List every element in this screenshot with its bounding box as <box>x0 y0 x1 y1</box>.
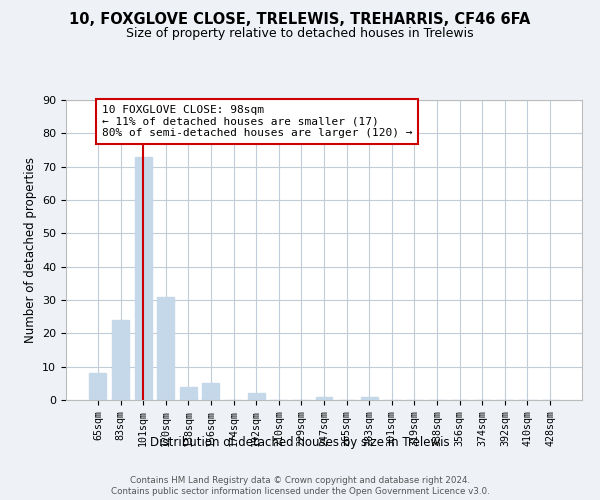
Y-axis label: Number of detached properties: Number of detached properties <box>23 157 37 343</box>
Bar <box>361 396 377 400</box>
Bar <box>248 394 265 400</box>
Bar <box>316 396 332 400</box>
Bar <box>202 384 220 400</box>
Bar <box>157 296 174 400</box>
Text: Contains public sector information licensed under the Open Government Licence v3: Contains public sector information licen… <box>110 487 490 496</box>
Bar <box>89 374 106 400</box>
Bar <box>112 320 129 400</box>
Text: Distribution of detached houses by size in Trelewis: Distribution of detached houses by size … <box>150 436 450 449</box>
Text: Contains HM Land Registry data © Crown copyright and database right 2024.: Contains HM Land Registry data © Crown c… <box>130 476 470 485</box>
Text: Size of property relative to detached houses in Trelewis: Size of property relative to detached ho… <box>126 28 474 40</box>
Bar <box>134 156 152 400</box>
Text: 10, FOXGLOVE CLOSE, TRELEWIS, TREHARRIS, CF46 6FA: 10, FOXGLOVE CLOSE, TRELEWIS, TREHARRIS,… <box>70 12 530 28</box>
Bar <box>180 386 197 400</box>
Text: 10 FOXGLOVE CLOSE: 98sqm
← 11% of detached houses are smaller (17)
80% of semi-d: 10 FOXGLOVE CLOSE: 98sqm ← 11% of detach… <box>102 105 413 138</box>
